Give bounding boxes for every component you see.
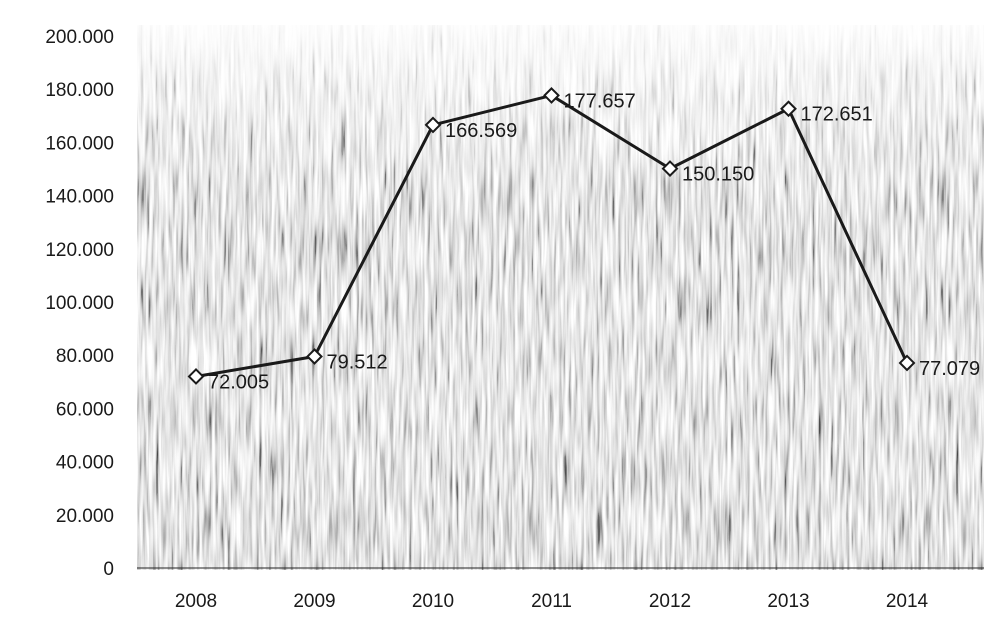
y-tick-label: 20.000 [56,506,114,527]
y-tick-label: 180.000 [45,80,114,101]
data-point-marker [306,348,323,365]
y-tick-label: 80.000 [56,346,114,367]
y-tick-label: 60.000 [56,399,114,420]
x-tick-label: 2014 [886,591,929,612]
y-tick-label: 120.000 [45,240,114,261]
data-point-marker [543,87,560,104]
data-label: 177.657 [564,90,636,112]
data-label: 172.651 [801,104,873,126]
data-labels: 72.005 79.512 166.569 177.657 150.150 172.651… [208,90,980,393]
y-axis: 0 20.000 40.000 60.000 80.000 100.000 120.000 1… [45,27,114,580]
y-tick-label: 40.000 [56,453,114,474]
data-label: 79.512 [327,351,388,373]
data-label: 77.079 [919,358,980,380]
data-point-marker [780,100,797,118]
x-axis: 2008 2009 2010 2011 2012 2013 2014 [137,567,984,612]
data-point-marker [187,368,205,385]
y-tick-label: 200.000 [45,27,114,48]
y-tick-label: 140.000 [45,187,114,208]
x-tick-label: 2009 [293,591,335,612]
data-label: 72.005 [208,371,269,393]
y-tick-label: 160.000 [45,133,114,154]
data-label: 166.569 [445,120,517,142]
data-point-marker [898,354,916,372]
x-tick-label: 2012 [649,591,691,612]
data-point-marker [661,160,679,178]
x-tick-label: 2011 [531,591,572,612]
x-tick-label: 2008 [175,591,217,612]
y-tick-label: 0 [103,559,114,580]
series-line [187,87,916,385]
data-label: 150.150 [682,164,754,186]
y-tick-label: 100.000 [45,293,114,314]
data-point-marker [424,116,442,134]
background-photo [137,25,984,570]
x-tick-label: 2013 [767,591,809,612]
x-tick-label: 2010 [412,591,454,612]
